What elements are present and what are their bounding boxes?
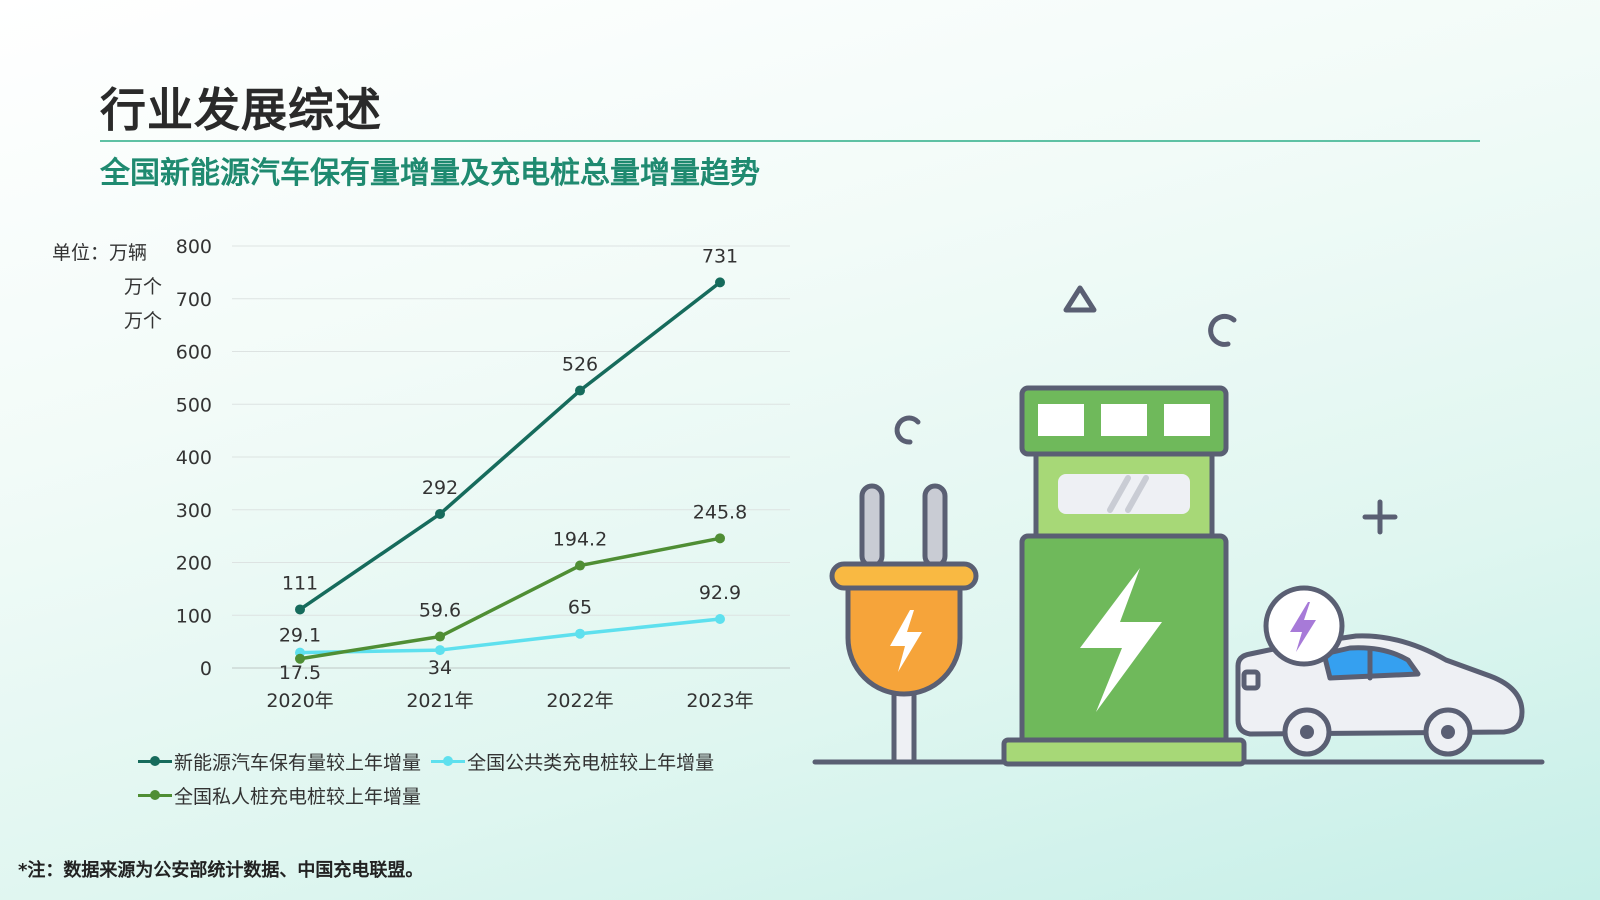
x-tick-label: 2021年 <box>406 690 473 712</box>
unit-labels: 单位：万辆 万个 万个 <box>52 236 162 338</box>
data-point <box>715 613 725 624</box>
data-label: 292 <box>422 477 458 499</box>
plus-icon <box>1362 499 1398 535</box>
plug-icon <box>829 483 979 765</box>
plug-lightning-icon <box>890 610 922 672</box>
unit-label-private-piles: 万个 <box>123 310 162 332</box>
data-point <box>715 533 725 544</box>
series-line <box>299 536 721 661</box>
source-footnote: *注：数据来源为公安部统计数据、中国充电联盟。 <box>18 860 424 881</box>
legend-swatch-vehicles <box>138 755 172 767</box>
small-ring-icon <box>894 415 921 445</box>
data-point <box>435 508 445 519</box>
x-tick-label: 2020年 <box>266 690 333 712</box>
y-tick-label: 500 <box>176 394 212 416</box>
charging-station-icon <box>1001 385 1247 767</box>
legend-item-vehicles: 新能源汽车保有量较上年增量 <box>138 744 421 778</box>
legend-swatch-public-piles <box>431 755 466 767</box>
data-point <box>295 653 305 664</box>
data-label: 59.6 <box>419 600 461 622</box>
lightning-icon <box>1080 568 1162 712</box>
y-tick-label: 600 <box>176 342 212 364</box>
ring-icon <box>1208 313 1237 347</box>
y-tick-label: 700 <box>176 289 212 311</box>
data-point <box>575 560 585 571</box>
data-label: 731 <box>702 245 738 267</box>
title-divider <box>100 140 1480 142</box>
car-badge-lightning-icon <box>1290 602 1316 652</box>
data-point <box>435 631 445 642</box>
data-label: 111 <box>282 572 318 594</box>
electric-car-icon <box>1235 585 1525 757</box>
data-label: 34 <box>428 657 452 679</box>
chart-subtitle: 全国新能源汽车保有量增量及充电桩总量增量趋势 <box>100 156 760 191</box>
y-tick-label: 300 <box>176 500 212 522</box>
y-tick-label: 800 <box>176 236 212 258</box>
x-tick-label: 2022年 <box>546 690 613 712</box>
data-label: 17.5 <box>279 662 321 684</box>
y-tick-label: 400 <box>176 447 212 469</box>
x-tick-label: 2023年 <box>686 690 753 712</box>
unit-label-public-piles: 万个 <box>123 276 162 298</box>
series-line <box>299 617 721 655</box>
data-point <box>575 628 585 639</box>
data-label: 29.1 <box>279 625 321 647</box>
data-label: 92.9 <box>699 582 741 604</box>
chart-legend: 新能源汽车保有量较上年增量 全国公共类充电桩较上年增量 全国私人桩充电桩较上年增… <box>138 744 778 812</box>
data-point <box>295 604 305 615</box>
legend-label-vehicles: 新能源汽车保有量较上年增量 <box>174 751 422 774</box>
legend-label-private-piles: 全国私人桩充电桩较上年增量 <box>174 785 422 808</box>
y-tick-label: 200 <box>176 553 212 575</box>
series-line <box>299 281 722 611</box>
data-point <box>435 645 445 656</box>
legend-label-public-piles: 全国公共类充电桩较上年增量 <box>467 751 715 774</box>
line-chart: 0 100 200 300 400 500 600 700 800 2020年 2021年 2022年… <box>176 236 790 712</box>
legend-item-private-piles: 全国私人桩充电桩较上年增量 <box>138 778 421 812</box>
page-title: 行业发展综述 <box>100 83 382 137</box>
data-label: 245.8 <box>693 501 747 523</box>
data-point <box>715 277 725 288</box>
data-label: 194.2 <box>553 529 607 551</box>
y-tick-label: 0 <box>200 658 212 680</box>
data-label: 65 <box>568 597 592 619</box>
ev-charging-illustration <box>812 285 1545 767</box>
y-tick-label: 100 <box>176 605 212 627</box>
data-label: 526 <box>562 354 598 376</box>
data-point <box>575 385 585 396</box>
triangle-icon <box>1063 285 1097 313</box>
legend-swatch-private-piles <box>138 789 172 801</box>
legend-item-public-piles: 全国公共类充电桩较上年增量 <box>431 744 714 778</box>
unit-label-vehicles: 单位：万辆 <box>52 242 148 264</box>
